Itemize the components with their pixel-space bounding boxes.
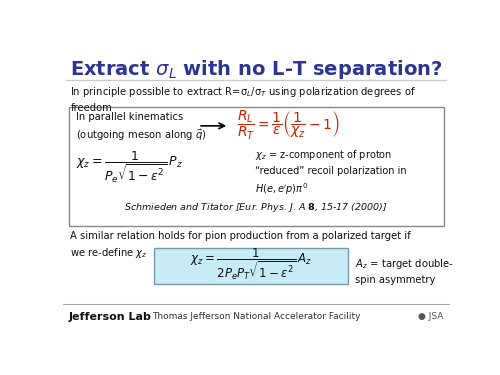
FancyBboxPatch shape (154, 248, 348, 284)
Text: Thomas Jefferson National Accelerator Facility: Thomas Jefferson National Accelerator Fa… (152, 312, 360, 321)
Text: Schmieden and Titator [Eur. Phys. J. A $\mathbf{8}$, 15-17 (2000)]: Schmieden and Titator [Eur. Phys. J. A $… (124, 201, 388, 214)
Text: ● JSA: ● JSA (418, 312, 444, 321)
Text: $\chi_z = \dfrac{1}{P_e\sqrt{1-\epsilon^2}}\,P_z$: $\chi_z = \dfrac{1}{P_e\sqrt{1-\epsilon^… (76, 149, 184, 185)
Text: In parallel kinematics
(outgoing meson along $\vec{q}$): In parallel kinematics (outgoing meson a… (76, 112, 207, 143)
Text: A similar relation holds for pion production from a polarized target if
we re-de: A similar relation holds for pion produc… (70, 231, 411, 260)
Text: Jefferson Lab: Jefferson Lab (68, 312, 152, 322)
Text: $\dfrac{R_L}{R_T} = \dfrac{1}{\epsilon}\left(\dfrac{1}{\chi_z} - 1\right)$: $\dfrac{R_L}{R_T} = \dfrac{1}{\epsilon}\… (237, 109, 340, 142)
Text: Extract $\sigma_L$ with no L-T separation?: Extract $\sigma_L$ with no L-T separatio… (70, 58, 442, 81)
Text: $\chi_z$ = z-component of proton
“reduced” recoil polarization in
$H(e,e'p)\pi^0: $\chi_z$ = z-component of proton “reduce… (254, 148, 406, 197)
Text: $\chi_z = \dfrac{1}{2P_eP_T\sqrt{1-\epsilon^2}}\,A_z$: $\chi_z = \dfrac{1}{2P_eP_T\sqrt{1-\epsi… (190, 246, 312, 282)
Text: $A_z$ = target double-
spin asymmetry: $A_z$ = target double- spin asymmetry (356, 257, 454, 285)
Text: In principle possible to extract R=σ$_L$/σ$_T$ using polarization degrees of
fre: In principle possible to extract R=σ$_L$… (70, 85, 416, 113)
FancyBboxPatch shape (68, 106, 444, 226)
